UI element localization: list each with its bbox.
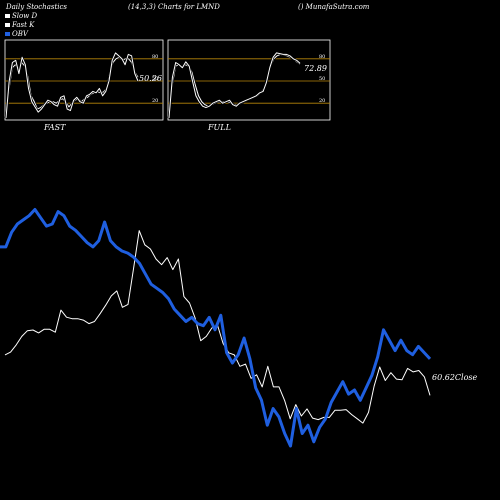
full-tick-20: 20: [319, 98, 325, 104]
fast-panel-title: FAST: [43, 123, 66, 132]
full-series-line-fast-k: [168, 52, 301, 119]
full-panel-title: FULL: [207, 123, 231, 132]
price-obv-panel: [0, 208, 432, 448]
legend-label-fast-k: Fast K: [11, 21, 35, 29]
chart-source: () MunafaSutra.com: [298, 3, 370, 11]
full-value-label: 72.89: [304, 64, 327, 73]
legend: Slow D Fast K OBV: [5, 12, 37, 38]
full-tick-80: 80: [319, 54, 325, 60]
fast-tick-50: 50: [152, 76, 158, 82]
legend-swatch-fast-k: [5, 23, 10, 27]
fast-tick-20: 20: [152, 98, 158, 104]
fast-tick-80: 80: [152, 54, 158, 60]
chart-title: Daily Stochastics: [5, 3, 67, 11]
full-series-lines: [167, 51, 301, 119]
fast-series-lines: [4, 51, 140, 119]
chart-params: (14,3,3) Charts for LMND: [128, 3, 220, 11]
legend-swatch-obv: [5, 32, 10, 36]
obv-line: [0, 208, 432, 448]
fast-stochastics-panel: 80 50 20 50.26 FAST: [4, 39, 164, 132]
legend-label-slow-d: Slow D: [12, 12, 37, 20]
fast-series-line-fast-k: [5, 52, 139, 119]
legend-swatch-slow-d: [5, 14, 10, 18]
full-stochastics-panel: 80 50 20 72.89 FULL: [167, 39, 331, 132]
close-value-label: 60.62Close: [432, 373, 478, 382]
legend-label-obv: OBV: [12, 30, 29, 38]
full-tick-50: 50: [319, 76, 325, 82]
fast-value-label: 50.26: [139, 74, 162, 83]
